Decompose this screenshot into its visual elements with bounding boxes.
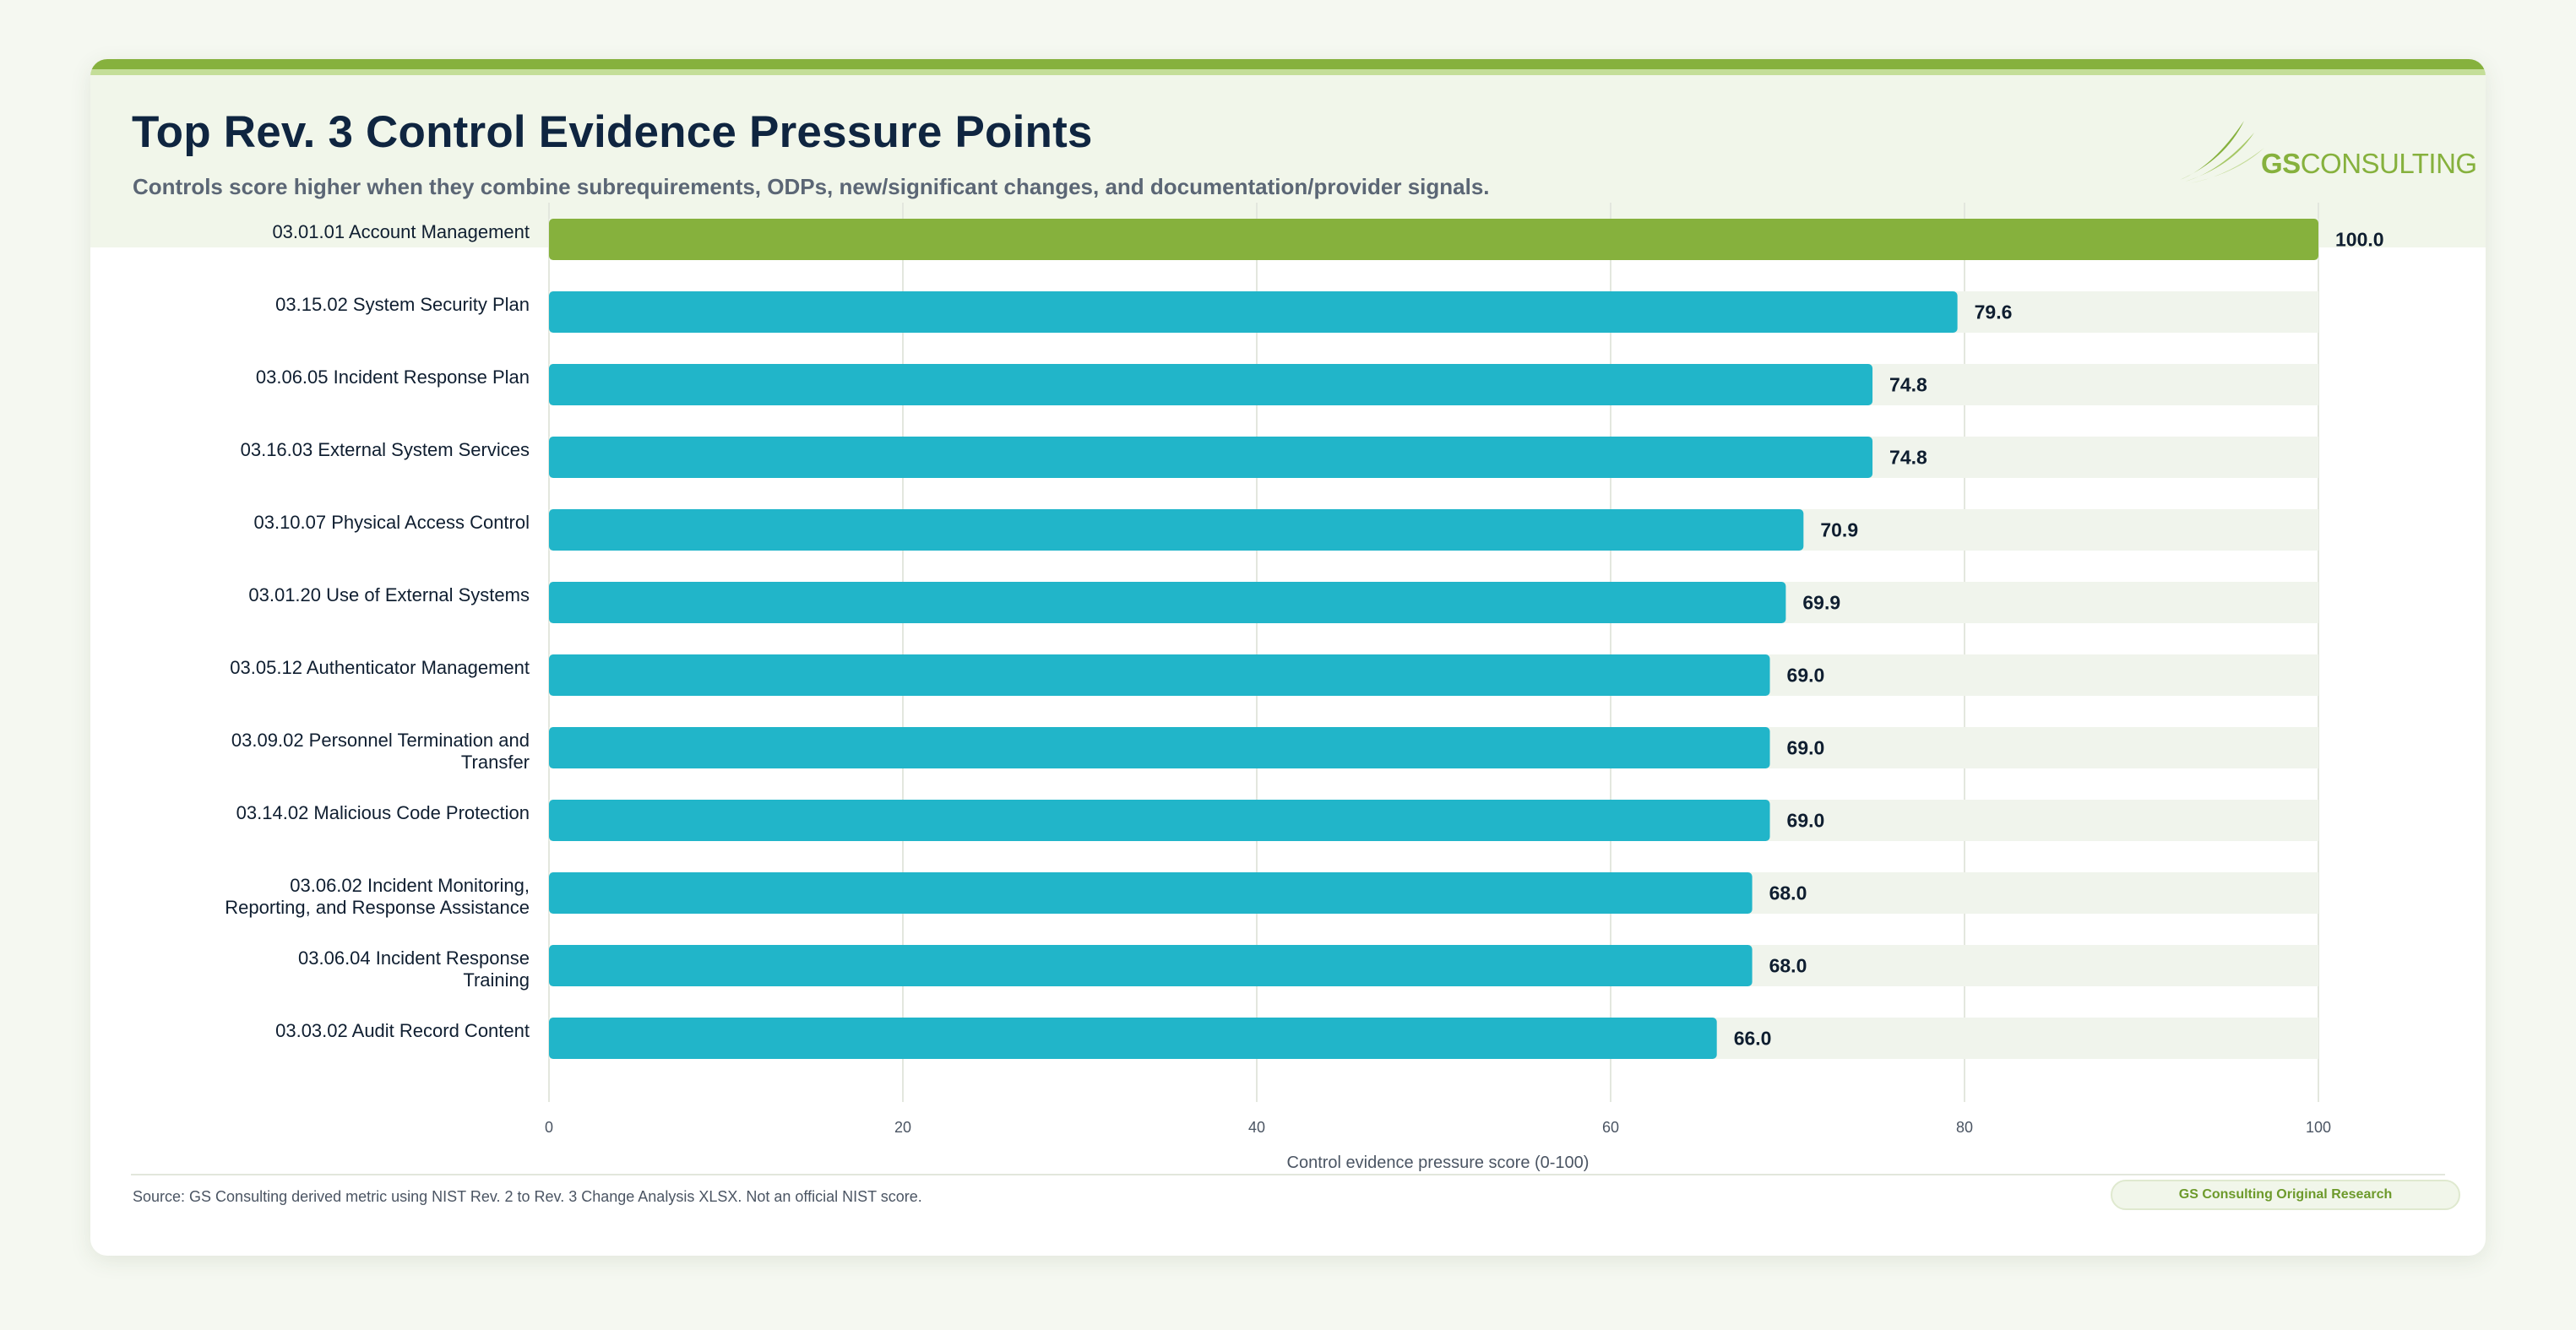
- category-label-line: Reporting, and Response Assistance: [225, 897, 530, 918]
- category-label: 03.06.04 Incident Response Training: [298, 947, 530, 991]
- bar: [549, 654, 1770, 696]
- category-label: 03.01.01 Account Management: [272, 221, 530, 242]
- bar: [549, 509, 1804, 551]
- bar: [549, 727, 1770, 768]
- chart-card: Top Rev. 3 Control Evidence Pressure Poi…: [90, 59, 2486, 1256]
- category-label-line: 03.16.03 External System Services: [241, 439, 530, 460]
- category-label: 03.14.02 Malicious Code Protection: [236, 802, 530, 823]
- bar: [549, 872, 1753, 914]
- bar: [549, 364, 1873, 405]
- category-label-line: 03.06.05 Incident Response Plan: [256, 366, 530, 388]
- category-label-line: 03.14.02 Malicious Code Protection: [236, 802, 530, 823]
- bar-chart: 100.0 03.01.01 Account Management 79.6 03.1…: [225, 203, 2384, 1172]
- chart-title: Top Rev. 3 Control Evidence Pressure Poi…: [132, 107, 1093, 157]
- category-label: 03.01.20 Use of External Systems: [248, 584, 530, 605]
- data-label: 69.9: [1802, 592, 1840, 614]
- x-tick-label: 40: [1248, 1119, 1265, 1136]
- data-label: 68.0: [1769, 955, 1807, 977]
- research-badge: GS Consulting Original Research: [2111, 1180, 2460, 1210]
- data-label: 68.0: [1769, 882, 1807, 904]
- category-label-line: Transfer: [461, 752, 530, 773]
- category-label: 03.03.02 Audit Record Content: [275, 1020, 530, 1041]
- category-label-line: Training: [463, 969, 530, 991]
- logo-wordmark: GSCONSULTING: [2261, 148, 2477, 179]
- category-label-line: 03.01.01 Account Management: [272, 221, 530, 242]
- category-label: 03.05.12 Authenticator Management: [230, 657, 530, 678]
- category-label-line: 03.05.12 Authenticator Management: [230, 657, 530, 678]
- accent-bar: [90, 59, 2486, 69]
- category-label-line: 03.09.02 Personnel Termination and: [231, 730, 530, 751]
- footer-divider: [131, 1174, 2445, 1175]
- bar: [549, 437, 1873, 478]
- accent-bar-light: [90, 69, 2486, 75]
- category-label-line: 03.10.07 Physical Access Control: [253, 512, 530, 533]
- data-label: 69.0: [1787, 665, 1825, 687]
- data-label: 69.0: [1787, 737, 1825, 759]
- x-tick-label: 60: [1602, 1119, 1619, 1136]
- data-label: 74.8: [1889, 374, 1927, 396]
- category-label-line: 03.15.02 System Security Plan: [275, 294, 530, 315]
- category-label: 03.10.07 Physical Access Control: [253, 512, 530, 533]
- category-label: 03.06.05 Incident Response Plan: [256, 366, 530, 388]
- category-label-line: 03.01.20 Use of External Systems: [248, 584, 530, 605]
- category-label: 03.09.02 Personnel Termination and Transf…: [231, 730, 530, 773]
- bar: [549, 1018, 1717, 1059]
- x-axis-label: Control evidence pressure score (0-100): [1287, 1154, 1590, 1172]
- category-label: 03.15.02 System Security Plan: [275, 294, 530, 315]
- brand-logo: GSCONSULTING: [2177, 114, 2477, 186]
- data-label: 70.9: [1820, 519, 1858, 541]
- category-label-line: 03.03.02 Audit Record Content: [275, 1020, 530, 1041]
- data-label: 100.0: [2335, 229, 2384, 251]
- bar-highlight: [549, 219, 2318, 260]
- category-label: 03.16.03 External System Services: [241, 439, 530, 460]
- bar: [549, 291, 1958, 333]
- data-label: 74.8: [1889, 447, 1927, 469]
- category-label-line: 03.06.02 Incident Monitoring,: [290, 875, 530, 896]
- x-tick-label: 100: [2306, 1119, 2331, 1136]
- chart-subtitle: Controls score higher when they combine …: [133, 174, 1490, 199]
- source-note: Source: GS Consulting derived metric usi…: [133, 1188, 922, 1205]
- x-tick-label: 0: [545, 1119, 553, 1136]
- bar: [549, 945, 1753, 986]
- bar: [549, 582, 1786, 623]
- category-label-line: 03.06.04 Incident Response: [298, 947, 530, 969]
- bar: [549, 800, 1770, 841]
- category-label: 03.06.02 Incident Monitoring, Reporting, …: [225, 875, 530, 918]
- data-label: 66.0: [1734, 1028, 1772, 1050]
- data-label: 79.6: [1975, 301, 2013, 323]
- data-label: 69.0: [1787, 810, 1825, 832]
- x-tick-label: 80: [1956, 1119, 1973, 1136]
- x-tick-label: 20: [894, 1119, 911, 1136]
